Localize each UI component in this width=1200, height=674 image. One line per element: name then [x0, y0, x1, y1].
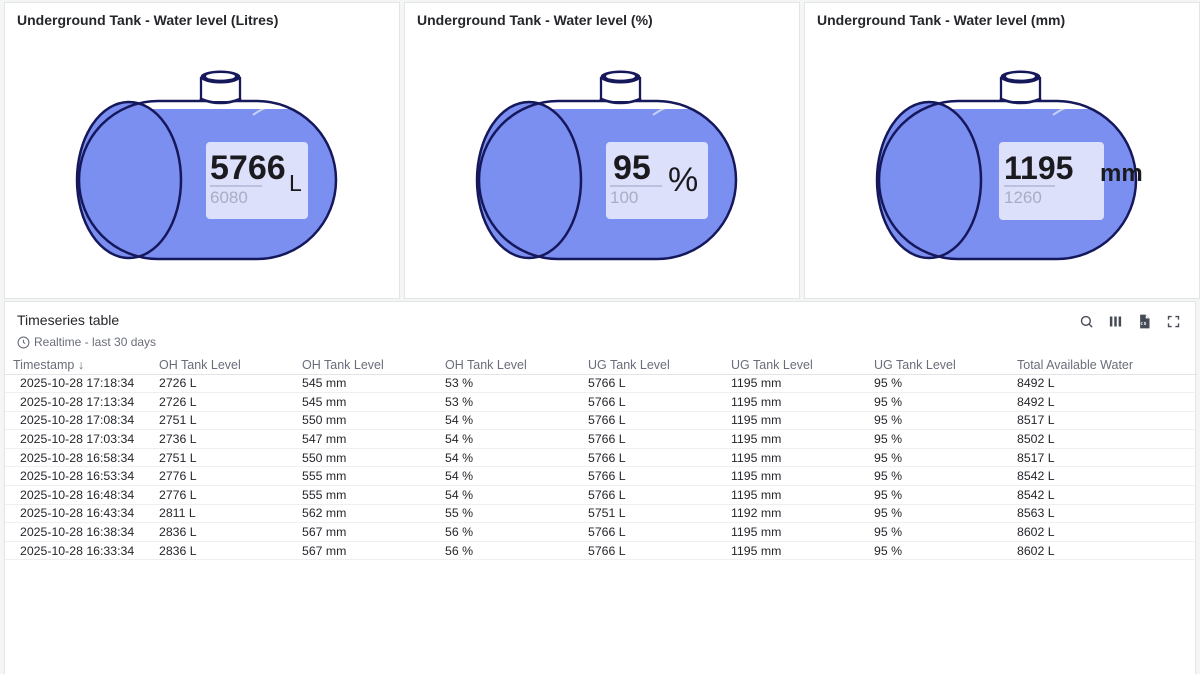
- svg-text:1195: 1195: [1004, 150, 1073, 186]
- svg-text:%: %: [668, 161, 698, 199]
- svg-text:L: L: [289, 170, 302, 196]
- svg-text:1260: 1260: [1004, 188, 1042, 207]
- svg-text:6080: 6080: [210, 188, 248, 207]
- svg-text:95: 95: [613, 149, 651, 187]
- svg-text:mm: mm: [1100, 160, 1143, 187]
- svg-text:100: 100: [610, 188, 638, 207]
- svg-text:5766: 5766: [210, 149, 286, 187]
